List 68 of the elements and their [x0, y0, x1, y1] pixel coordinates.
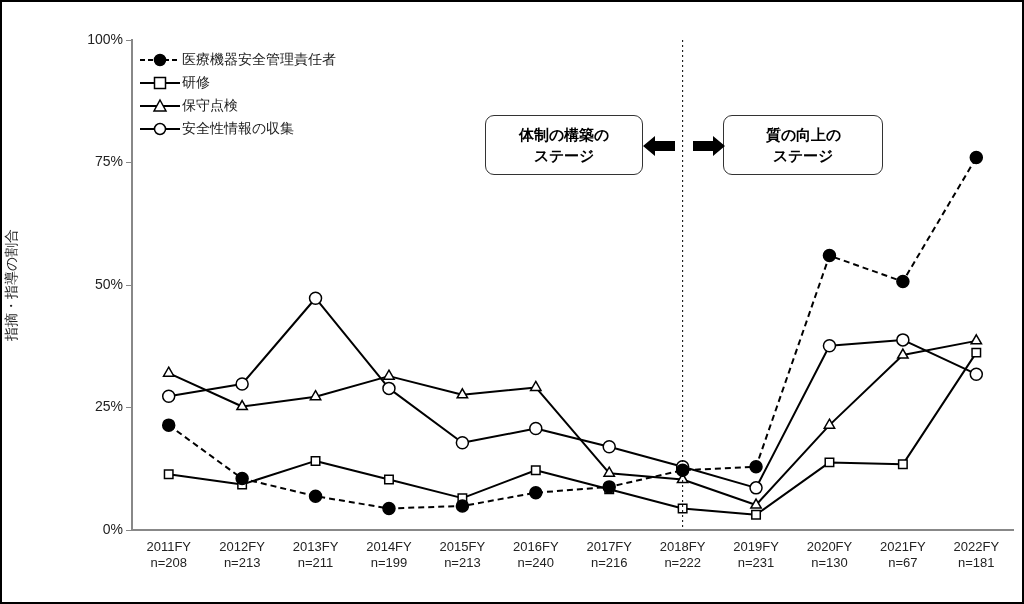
- y-tick-label: 25%: [94, 398, 123, 415]
- point: [751, 509, 762, 520]
- point: [455, 499, 470, 513]
- x-tick-label: 2019FY n=231: [733, 539, 780, 570]
- point: [969, 367, 984, 381]
- annotation: 体制の構築のステージ: [517, 125, 610, 166]
- point: [383, 474, 394, 485]
- point: [824, 457, 835, 468]
- point: [822, 339, 837, 353]
- point: [162, 366, 175, 377]
- point: [382, 501, 396, 516]
- point: [383, 369, 395, 380]
- point: [897, 459, 908, 470]
- point: [602, 439, 616, 454]
- point: [749, 481, 763, 495]
- annotation: 質の向上のステージ: [764, 125, 842, 166]
- x-tick-label: 2016FY n=240: [513, 539, 559, 570]
- point: [529, 421, 543, 436]
- point: [823, 418, 836, 429]
- x-tick-label: 2017FY n=216: [586, 539, 633, 570]
- point: [971, 347, 982, 358]
- point: [822, 248, 837, 263]
- x-tick-label: 2013FY n=211: [292, 539, 339, 570]
- point: [602, 480, 616, 494]
- rounded-box: 体制の構築のステージ: [485, 115, 643, 175]
- point: [310, 455, 321, 466]
- point: [382, 381, 396, 396]
- y-axis-title: 指摘・指導の割合: [3, 229, 20, 342]
- point: [677, 503, 688, 514]
- point: [308, 291, 323, 305]
- point: [896, 333, 910, 347]
- x-tick-label: 2021FY n=67: [880, 539, 926, 570]
- point: [896, 348, 909, 359]
- y-tick-label: 100%: [87, 30, 123, 47]
- x-tick-label: 2014FY n=199: [366, 539, 413, 570]
- point: [309, 389, 322, 401]
- x-tick-label: 2015FY n=213: [439, 539, 486, 570]
- point: [969, 150, 984, 165]
- y-tick-label: 50%: [94, 275, 123, 292]
- y-tick-label: 75%: [94, 153, 123, 170]
- point: [236, 399, 249, 411]
- point: [456, 388, 469, 399]
- point: [235, 471, 249, 486]
- x-tick-label: 2012FY n=213: [219, 539, 266, 570]
- point: [896, 274, 910, 289]
- point: [455, 436, 470, 450]
- point: [235, 377, 249, 391]
- point: [970, 334, 983, 345]
- point: [161, 389, 176, 403]
- y-tick-label: 0%: [102, 520, 123, 537]
- legend-label: 研修: [182, 73, 210, 92]
- x-tick-label: 2020FY n=130: [806, 539, 853, 570]
- legend-label: 医療機器安全管理責任者: [182, 50, 336, 69]
- point: [308, 489, 323, 503]
- point: [750, 498, 762, 509]
- legend-label: 保守点検: [182, 96, 238, 115]
- point: [529, 380, 542, 392]
- point: [163, 469, 174, 480]
- x-tick-label: 2022FY n=181: [953, 539, 1000, 570]
- x-tick-label: 2011FY n=208: [146, 539, 192, 570]
- legend-label: 安全性情報の収集: [182, 119, 294, 138]
- point: [603, 466, 616, 477]
- point: [161, 418, 176, 432]
- rounded-box: 質の向上のステージ: [723, 115, 883, 175]
- point: [749, 460, 763, 474]
- x-tick-label: 2018FY n=222: [659, 539, 706, 570]
- point: [529, 486, 543, 500]
- point: [530, 465, 541, 476]
